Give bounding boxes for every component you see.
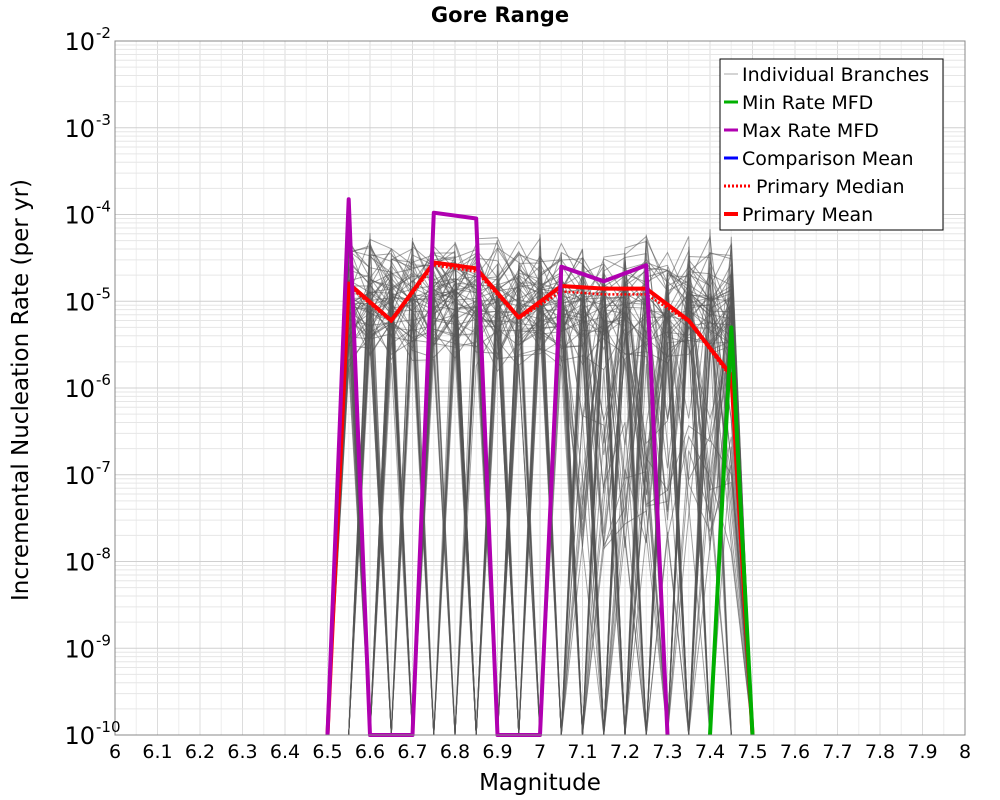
legend-box	[719, 58, 944, 231]
branch-line	[327, 292, 753, 736]
legend-label-comparison-mean: Comparison Mean	[742, 148, 914, 170]
branch-line	[327, 256, 753, 736]
y-tick: 10 -5	[64, 284, 111, 316]
y-tick-base: 10	[64, 722, 95, 750]
y-tick-exponent: -4	[96, 198, 111, 216]
legend: Individual Branches Min Rate MFD Max Rat…	[719, 58, 944, 231]
series-primary-mean	[325, 260, 755, 736]
x-axis-label: Magnitude	[479, 770, 601, 796]
y-tick-exponent: -6	[96, 371, 111, 389]
y-tick: 10 -9	[64, 631, 111, 663]
x-axis-ticks: 6 6.1 6.2 6.3 6.4 6.5 6.6 6.7 6.8 6.9 7 7.1 7.2 7.3 7.…	[109, 741, 971, 763]
y-tick-exponent: -10	[96, 718, 121, 736]
branch-line	[327, 243, 753, 736]
series-lines	[325, 197, 755, 737]
y-tick-exponent: -8	[96, 545, 111, 563]
x-tick-label: 7.5	[737, 741, 767, 763]
x-tick-label: 8	[959, 741, 971, 763]
y-tick-base: 10	[64, 288, 95, 316]
x-tick-label: 6	[109, 741, 121, 763]
y-tick-exponent: -3	[96, 111, 111, 129]
chart-title: Gore Range	[431, 3, 569, 27]
x-tick-label: 7.9	[907, 741, 937, 763]
y-tick-exponent: -5	[96, 284, 111, 302]
x-tick-label: 6.4	[270, 741, 300, 763]
series-primary-median	[326, 264, 754, 736]
legend-label-branches: Individual Branches	[742, 64, 929, 86]
x-tick-label: 7	[534, 741, 546, 763]
y-tick-base: 10	[64, 375, 95, 403]
x-tick-label: 7.7	[822, 741, 852, 763]
legend-label-primary-mean: Primary Mean	[742, 204, 873, 226]
y-tick-base: 10	[64, 462, 95, 490]
x-tick-label: 6.5	[312, 741, 342, 763]
legend-label-min-rate: Min Rate MFD	[742, 92, 873, 114]
y-tick-exponent: -7	[96, 458, 111, 476]
x-tick-label: 6.6	[355, 741, 385, 763]
y-tick: 10 -7	[64, 458, 111, 490]
y-tick: 10 -6	[64, 371, 111, 403]
legend-label-max-rate: Max Rate MFD	[742, 120, 879, 142]
x-tick-label: 6.9	[482, 741, 512, 763]
y-tick-exponent: -2	[96, 24, 111, 42]
y-tick-base: 10	[64, 202, 95, 230]
x-tick-label: 7.2	[610, 741, 640, 763]
y-tick-base: 10	[64, 635, 95, 663]
branch-line	[327, 283, 753, 736]
branch-line	[327, 288, 753, 736]
y-tick-base: 10	[64, 28, 95, 56]
y-axis-ticks: 10-210-310-410-510-610-710-810-910-10	[64, 24, 120, 750]
branch-line	[327, 235, 753, 736]
x-tick-label: 7.1	[567, 741, 597, 763]
x-tick-label: 6.2	[185, 741, 215, 763]
y-tick-exponent: -9	[96, 631, 111, 649]
x-tick-label: 6.7	[397, 741, 427, 763]
y-tick: 10 -4	[64, 198, 111, 230]
x-tick-label: 7.8	[865, 741, 895, 763]
y-tick-base: 10	[64, 115, 95, 143]
x-tick-label: 6.3	[227, 741, 257, 763]
y-tick: 10 -2	[64, 24, 111, 56]
x-tick-label: 7.4	[695, 741, 725, 763]
legend-label-primary-median: Primary Median	[756, 176, 905, 198]
y-tick: 10 -3	[64, 111, 111, 143]
y-tick: 10 -10	[64, 718, 120, 750]
x-tick-label: 6.8	[440, 741, 470, 763]
y-tick: 10 -8	[64, 545, 111, 577]
y-tick-base: 10	[64, 549, 95, 577]
series-max-rate-mfd	[325, 197, 670, 737]
series-min-rate-mfd	[708, 325, 755, 736]
branch-line	[327, 239, 753, 736]
x-tick-label: 6.1	[142, 741, 172, 763]
plot-frame	[114, 40, 966, 736]
y-axis-label: Incremental Nucleation Rate (per yr)	[8, 179, 34, 601]
x-tick-label: 7.6	[780, 741, 810, 763]
branch-line	[327, 275, 753, 736]
x-tick-label: 7.3	[652, 741, 682, 763]
